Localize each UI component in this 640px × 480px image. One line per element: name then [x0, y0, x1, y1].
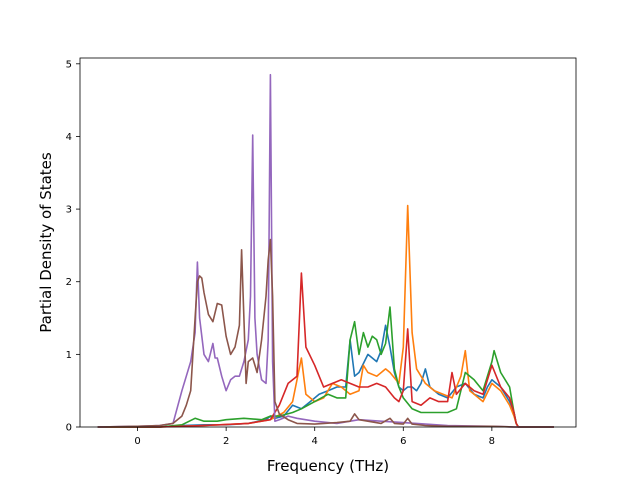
x-tick-label: 8	[489, 436, 495, 447]
y-tick-label: 4	[66, 132, 72, 143]
y-tick-label: 3	[66, 205, 72, 216]
series-line-6	[97, 238, 554, 428]
x-axis-ticks: 0 2 4 6 8	[134, 427, 495, 447]
series-layer	[97, 73, 554, 428]
series-line-3	[97, 306, 554, 428]
y-tick-label: 5	[66, 59, 72, 70]
x-axis-label: Frequency (THz)	[267, 457, 389, 475]
x-tick-label: 0	[134, 436, 140, 447]
y-axis-ticks: 0 1 2 3 4 5	[66, 59, 80, 434]
x-tick-label: 6	[400, 436, 406, 447]
series-line-2	[97, 204, 554, 428]
series-line-4	[97, 272, 554, 428]
x-tick-label: 4	[312, 436, 318, 447]
x-tick-label: 2	[223, 436, 229, 447]
y-tick-label: 2	[66, 277, 72, 288]
axes-frame	[79, 57, 577, 428]
y-tick-label: 1	[66, 350, 72, 361]
y-axis-label: Partial Density of States	[37, 152, 55, 333]
y-tick-label: 0	[66, 423, 72, 434]
